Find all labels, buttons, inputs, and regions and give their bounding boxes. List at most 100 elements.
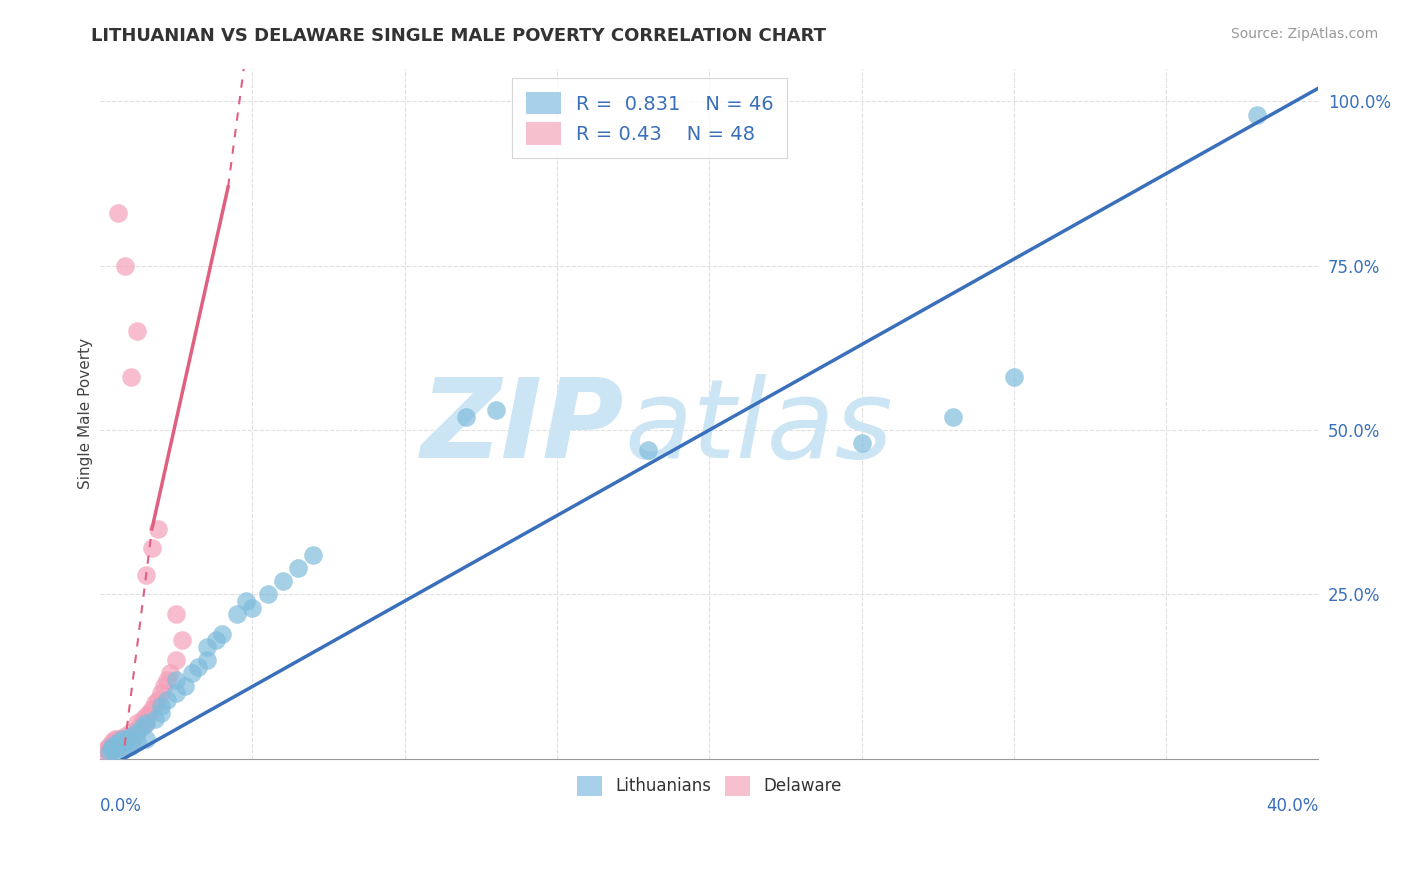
Legend: Lithuanians, Delaware: Lithuanians, Delaware [571,770,848,802]
Point [165,653,187,667]
Point [114,729,136,743]
Point [125,715,148,730]
Point [125,325,148,339]
Point [101,735,124,749]
Point [98,739,121,753]
Point [146,692,169,706]
Point [271,574,294,589]
Point [120,725,142,739]
Point [287,561,309,575]
Point [135,715,157,730]
Text: atlas: atlas [624,374,893,481]
Point [195,640,218,654]
Point [107,739,129,753]
Point [114,735,136,749]
Point [159,666,181,681]
Text: 0.0%: 0.0% [100,797,142,814]
Point [135,732,157,747]
Point [114,739,136,753]
Point [107,739,129,753]
Point [110,739,132,753]
Point [114,735,136,749]
Point [256,587,278,601]
Point [454,409,477,424]
Point [174,680,197,694]
Point [135,715,157,730]
Point [226,607,249,622]
Point [302,548,325,562]
Point [1002,370,1025,384]
Point [138,706,160,720]
Point [104,739,127,753]
Point [101,739,124,753]
Point [132,719,155,733]
Point [114,259,136,273]
Point [96,745,118,759]
Point [110,732,132,747]
Point [104,745,127,759]
Point [172,633,194,648]
Text: 40.0%: 40.0% [1265,797,1319,814]
Point [117,732,139,747]
Point [120,739,142,753]
Y-axis label: Single Male Poverty: Single Male Poverty [79,338,93,489]
Point [96,742,118,756]
Point [120,370,142,384]
Point [120,735,142,749]
Point [107,735,129,749]
Point [195,653,218,667]
Point [110,742,132,756]
Point [165,673,187,687]
Point [101,742,124,756]
Point [156,692,179,706]
Point [104,732,127,747]
Point [942,409,965,424]
Point [110,732,132,747]
Point [107,735,129,749]
Point [211,627,233,641]
Point [114,732,136,747]
Point [150,699,173,714]
Point [125,735,148,749]
Point [637,442,659,457]
Point [101,739,124,753]
Point [135,567,157,582]
Point [235,594,257,608]
Point [104,735,127,749]
Point [851,436,873,450]
Point [180,666,202,681]
Text: LITHUANIAN VS DELAWARE SINGLE MALE POVERTY CORRELATION CHART: LITHUANIAN VS DELAWARE SINGLE MALE POVER… [91,27,827,45]
Point [107,206,129,220]
Point [135,709,157,723]
Point [98,745,121,759]
Point [165,607,187,622]
Text: ZIP: ZIP [420,374,624,481]
Point [104,742,127,756]
Point [125,725,148,739]
Point [120,729,142,743]
Point [120,729,142,743]
Point [165,686,187,700]
Point [156,673,179,687]
Point [143,712,166,726]
Point [132,712,155,726]
Point [242,600,264,615]
Point [143,696,166,710]
Point [485,403,508,417]
Point [128,719,150,733]
Point [101,742,124,756]
Point [150,686,173,700]
Point [98,745,121,759]
Point [141,702,163,716]
Text: Source: ZipAtlas.com: Source: ZipAtlas.com [1230,27,1378,41]
Point [107,732,129,747]
Point [122,729,145,743]
Point [205,633,228,648]
Point [117,732,139,747]
Point [125,725,148,739]
Point [146,522,169,536]
Point [150,706,173,720]
Point [141,541,163,556]
Point [110,735,132,749]
Point [1246,107,1268,121]
